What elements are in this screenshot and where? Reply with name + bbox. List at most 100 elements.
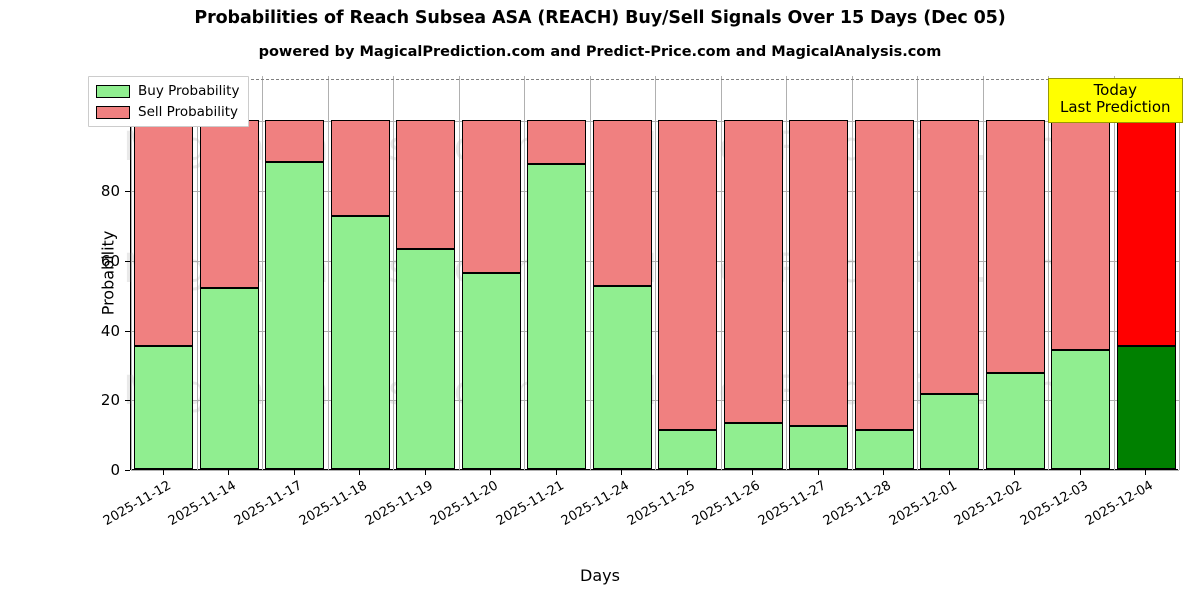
x-axis-tick-label: 2025-11-26 [690, 478, 764, 529]
legend-swatch-sell [96, 105, 130, 119]
bar-segment-sell [789, 120, 849, 427]
bar-2025-11-21[interactable] [527, 75, 587, 469]
chart-title: Probabilities of Reach Subsea ASA (REACH… [194, 8, 1006, 28]
bar-2025-11-25[interactable] [658, 75, 718, 469]
y-axis-tick-label: 20 [100, 391, 120, 410]
bar-2025-12-01[interactable] [920, 75, 980, 469]
x-axis-tick-mark [948, 470, 950, 475]
bar-2025-11-18[interactable] [330, 75, 390, 469]
x-axis-tick-mark [817, 470, 819, 475]
x-axis-tick-label: 2025-12-03 [1017, 478, 1091, 529]
x-axis-tick-mark [293, 470, 295, 475]
x-axis-tick-mark [1145, 470, 1147, 475]
legend-item-buy[interactable]: Buy Probability [96, 83, 239, 99]
gridline-vertical [1114, 76, 1115, 470]
bar-segment-sell [527, 120, 587, 165]
x-axis-tick-label: 2025-11-27 [755, 478, 829, 529]
bar-segment-buy [854, 429, 914, 469]
bar-segment-sell [1051, 120, 1111, 351]
bar-segment-buy [330, 215, 390, 469]
x-axis-tick-mark [490, 470, 492, 475]
x-axis-tick-label: 2025-11-17 [231, 478, 305, 529]
gridline-vertical [131, 76, 132, 470]
bar-segment-buy [461, 273, 521, 469]
bar-segment-sell [592, 120, 652, 287]
bar-segment-buy [134, 345, 194, 469]
x-axis-tick-mark [162, 470, 164, 475]
x-axis-tick-label: 2025-11-28 [821, 478, 895, 529]
gridline-vertical [852, 76, 853, 470]
x-axis-tick-label: 2025-11-19 [362, 478, 436, 529]
gridline-horizontal [131, 470, 1179, 471]
gridline-vertical [786, 76, 787, 470]
y-axis-tick-label: 60 [100, 251, 120, 270]
x-axis-tick-mark [424, 470, 426, 475]
bar-2025-11-24[interactable] [592, 75, 652, 469]
bar-2025-12-04[interactable] [1116, 75, 1176, 469]
x-axis-tick-mark [555, 470, 557, 475]
gridline-vertical [197, 76, 198, 470]
bar-2025-11-17[interactable] [265, 75, 325, 469]
bar-segment-sell [854, 120, 914, 430]
bar-2025-11-14[interactable] [199, 75, 259, 469]
x-axis-tick-label: 2025-11-24 [559, 478, 633, 529]
y-axis-tick-mark [125, 400, 130, 402]
bar-segment-sell [330, 120, 390, 216]
gridline-vertical [459, 76, 460, 470]
bar-segment-sell [199, 120, 259, 289]
bar-segment-buy [1051, 350, 1111, 469]
gridline-vertical [524, 76, 525, 470]
x-axis-tick-mark [686, 470, 688, 475]
bar-segment-buy [1116, 345, 1176, 469]
bar-2025-12-03[interactable] [1051, 75, 1111, 469]
bar-segment-sell [265, 120, 325, 163]
x-axis-tick-label: 2025-11-18 [297, 478, 371, 529]
gridline-vertical [262, 76, 263, 470]
legend-label-buy: Buy Probability [138, 83, 240, 99]
bar-2025-11-28[interactable] [854, 75, 914, 469]
gridline-vertical [655, 76, 656, 470]
x-axis-tick-label: 2025-12-01 [886, 478, 960, 529]
threshold-dashed-line [131, 79, 1179, 81]
bar-segment-buy [658, 429, 718, 469]
bar-segment-buy [199, 288, 259, 469]
gridline-vertical [328, 76, 329, 470]
bar-segment-buy [265, 162, 325, 469]
today-annotation: Today Last Prediction [1048, 78, 1183, 123]
gridline-vertical [721, 76, 722, 470]
legend-item-sell[interactable]: Sell Probability [96, 104, 239, 120]
gridline-vertical [393, 76, 394, 470]
bar-segment-buy [920, 393, 980, 469]
bar-2025-11-20[interactable] [461, 75, 521, 469]
y-axis-tick-label: 0 [110, 461, 120, 479]
gridline-vertical [983, 76, 984, 470]
bar-2025-12-02[interactable] [985, 75, 1045, 469]
x-axis-tick-mark [359, 470, 361, 475]
gridline-vertical [1179, 76, 1180, 470]
gridline-vertical [1048, 76, 1049, 470]
today-annotation-line2: Last Prediction [1060, 98, 1171, 117]
bar-segment-buy [396, 249, 456, 469]
bar-2025-11-19[interactable] [396, 75, 456, 469]
y-axis-tick-mark [125, 191, 130, 193]
x-axis-tick-label: 2025-12-02 [952, 478, 1026, 529]
bar-segment-sell [134, 120, 194, 346]
y-axis-label: Probability [98, 230, 118, 315]
bar-segment-buy [723, 423, 783, 469]
x-axis-tick-label: 2025-12-04 [1083, 478, 1157, 529]
bar-segment-sell [658, 120, 718, 430]
bar-segment-buy [527, 164, 587, 469]
bar-segment-sell [1116, 120, 1176, 346]
x-axis-tick-label: 2025-11-12 [100, 478, 174, 529]
x-axis-tick-label: 2025-11-20 [428, 478, 502, 529]
legend-swatch-buy [96, 84, 130, 98]
x-axis-tick-mark [1079, 470, 1081, 475]
x-axis-tick-mark [621, 470, 623, 475]
bar-2025-11-27[interactable] [789, 75, 849, 469]
bar-segment-buy [985, 372, 1045, 469]
x-axis-tick-label: 2025-11-14 [166, 478, 240, 529]
bar-2025-11-26[interactable] [723, 75, 783, 469]
bar-2025-11-12[interactable] [134, 75, 194, 469]
bar-segment-sell [985, 120, 1045, 373]
